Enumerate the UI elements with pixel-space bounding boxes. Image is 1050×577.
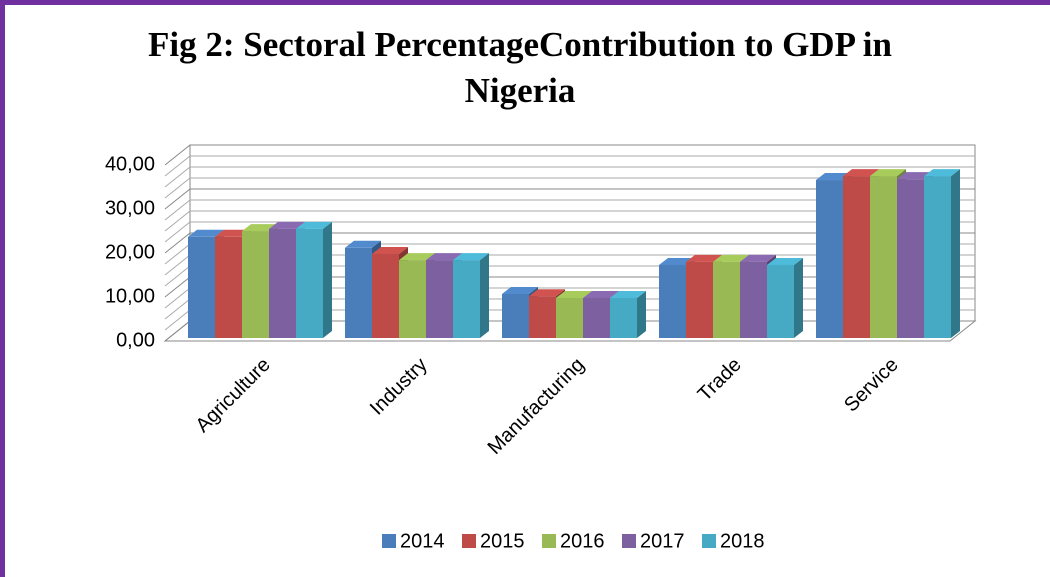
x-tick-label: Agriculture [192,354,275,437]
x-tick-label: Industry [366,354,432,420]
bar [345,247,372,338]
minor-grid [164,221,975,243]
minor-grid [164,166,975,188]
bar-top [399,253,435,261]
bar-top [740,254,776,262]
bar-side [323,221,332,338]
bar-top [767,257,803,265]
legend-swatch [622,534,636,548]
bar-top [583,290,619,298]
bar-top [188,229,224,237]
bar [767,264,794,338]
legend-swatch [382,534,396,548]
bar [242,231,269,338]
minor-grid [164,210,975,232]
y-tick-label: 10,00 [105,285,155,307]
bar [740,261,767,338]
legend-label: 2018 [720,530,765,552]
grid-line [164,320,191,342]
bar [215,236,242,338]
grid-line [164,188,191,210]
minor-grid [164,155,975,177]
bar [296,228,323,338]
chart-title: Fig 2: Sectoral PercentageContribution t… [148,25,892,110]
minor-grid [164,199,975,221]
bar [453,260,480,338]
bar [816,180,843,338]
bar-top [296,221,332,229]
legend-label: 2014 [400,530,445,552]
bar [556,297,583,338]
bar [188,236,215,338]
bar [713,261,740,338]
legend-label: 2015 [480,530,525,552]
bar-top [870,169,906,177]
bar-top [372,246,408,254]
legend-swatch [702,534,716,548]
bar [843,176,870,338]
bar [269,228,296,338]
bar-top [426,253,462,261]
bar [583,297,610,338]
bar-top [924,169,960,177]
bar-top [345,240,381,248]
bar-top [453,253,489,261]
grid-line [164,276,191,298]
bar [659,264,686,338]
bar [897,179,924,338]
bar [399,260,426,338]
legend-swatch [462,534,476,548]
y-tick-label: 40,00 [105,153,155,175]
legend-swatch [542,534,556,548]
bar-top [502,287,538,294]
bar-top [843,169,879,177]
y-tick-label: 20,00 [105,241,155,263]
y-tick-label: 0,00 [116,329,155,351]
bar-side [637,290,646,338]
bar [372,253,399,338]
x-tick-label: Service [840,354,903,417]
bar [686,261,713,338]
grid-line [164,144,191,166]
bar [610,297,637,338]
y-tick-label: 30,00 [105,197,155,219]
minor-grid [164,177,975,199]
bar [426,260,453,338]
legend: 2014 2015 2016 2017 2018 [382,530,765,552]
bar-top [556,290,592,298]
x-tick-label: Trade [694,354,746,406]
grid-line [164,232,191,254]
bar [529,296,556,338]
bar-top [610,290,646,298]
bar-top [713,254,749,262]
bar-side [794,257,803,338]
legend-label: 2017 [640,530,685,552]
bar-side [480,253,489,338]
bar [502,294,529,338]
bar-top [686,254,722,262]
bar [924,176,951,338]
bar-top [529,289,565,297]
bar-side [951,169,960,338]
bar [870,176,897,338]
legend-label: 2016 [560,530,605,552]
bar-top [269,221,305,229]
x-tick-label: Manufacturing [484,354,589,459]
